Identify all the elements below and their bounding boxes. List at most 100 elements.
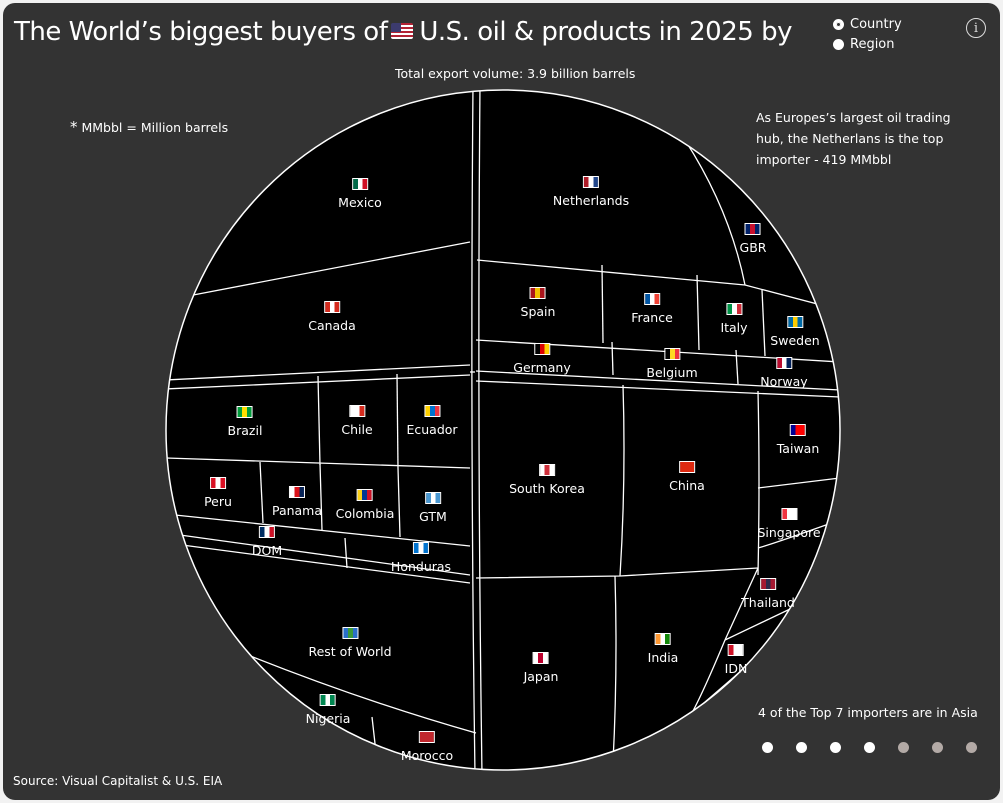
cell-brazil[interactable]: Brazil	[227, 406, 263, 438]
cell-label: GTM	[419, 509, 447, 524]
globe-outline	[165, 89, 841, 771]
flag-icon	[209, 477, 226, 489]
cell-colombia[interactable]: Colombia	[335, 489, 395, 521]
flag-icon	[259, 526, 275, 538]
flag-icon	[412, 542, 429, 554]
info-icon[interactable]: i	[966, 18, 986, 38]
top7-dot-other	[898, 742, 909, 753]
asia-note: 4 of the Top 7 importers are in Asia	[758, 705, 978, 720]
cell-label: Canada	[308, 318, 356, 333]
cell-label: DOM	[251, 543, 283, 558]
flag-icon	[352, 178, 368, 190]
globe-background	[166, 90, 840, 770]
cell-panama[interactable]: Panama	[272, 486, 322, 518]
flag-icon	[643, 293, 660, 305]
top7-dot-other	[932, 742, 943, 753]
cell-label: Italy	[720, 320, 748, 335]
top7-dot-asia	[796, 742, 807, 753]
flag-icon	[323, 301, 340, 313]
cell-label: Belgium	[646, 365, 698, 380]
cell-label: Nigeria	[305, 711, 351, 726]
footnote: * MMbbl = Million barrels	[70, 118, 228, 136]
cell-chile[interactable]: Chile	[341, 405, 373, 437]
flag-icon	[726, 303, 742, 315]
cell-label: GBR	[739, 240, 767, 255]
footnote-star: *	[70, 118, 78, 136]
top7-dot-asia	[864, 742, 875, 753]
cell-honduras[interactable]: Honduras	[391, 542, 451, 574]
radio-label: Region	[850, 37, 895, 52]
cell-label: Netherlands	[552, 193, 630, 208]
flag-icon	[348, 405, 365, 417]
cell-peru[interactable]: Peru	[204, 477, 232, 509]
cell-dom[interactable]: DOM	[252, 526, 282, 558]
source-note: Source: Visual Capitalist & U.S. EIA	[13, 774, 223, 788]
flag-icon	[781, 508, 797, 520]
cell-label: Norway	[760, 374, 808, 389]
radio-country[interactable]: Country	[833, 17, 902, 32]
cell-label: Peru	[204, 494, 232, 509]
cell-label: India	[647, 650, 679, 665]
top7-dots	[762, 742, 977, 753]
cell-india[interactable]: India	[647, 633, 679, 665]
title-text-end: U.S. oil & products in 2025 by	[419, 17, 792, 47]
cell-label: Colombia	[335, 506, 395, 521]
cell-sweden[interactable]: Sweden	[770, 316, 820, 348]
cell-south-korea[interactable]: South Korea	[509, 464, 585, 496]
cell-label: Chile	[341, 422, 373, 437]
cell-idn[interactable]: IDN	[725, 644, 747, 676]
cell-label: South Korea	[509, 481, 585, 496]
cell-borders	[166, 90, 840, 770]
radio-label: Country	[850, 17, 902, 32]
total-volume-subtitle: Total export volume: 3.9 billion barrels	[395, 66, 636, 81]
cell-ecuador[interactable]: Ecuador	[406, 405, 458, 437]
cell-morocco[interactable]: Morocco	[401, 731, 453, 763]
page-title: The World’s biggest buyers of U.S. oil & …	[14, 17, 792, 47]
flag-icon	[582, 176, 599, 188]
radio-selected-icon	[833, 19, 844, 30]
flag-icon	[655, 633, 671, 645]
cell-gbr[interactable]: GBR	[739, 223, 767, 255]
cell-france[interactable]: France	[631, 293, 673, 325]
flag-icon	[744, 223, 761, 235]
cell-thailand[interactable]: Thailand	[741, 578, 795, 610]
title-text: The World’s biggest buyers of	[14, 17, 388, 47]
cell-spain[interactable]: Spain	[521, 287, 555, 319]
cell-netherlands[interactable]: Netherlands	[553, 176, 629, 208]
top7-dot-asia	[830, 742, 841, 753]
cell-label: Ecuador	[406, 422, 458, 437]
cell-belgium[interactable]: Belgium	[646, 348, 698, 380]
flag-icon	[679, 461, 695, 473]
cell-germany[interactable]: Germany	[513, 343, 571, 375]
cell-nigeria[interactable]: Nigeria	[305, 694, 351, 726]
flag-icon	[539, 464, 555, 476]
cell-label: Panama	[271, 503, 323, 518]
flag-icon	[760, 578, 776, 590]
cell-label: Japan	[523, 669, 559, 684]
cell-canada[interactable]: Canada	[308, 301, 356, 333]
flag-icon	[341, 627, 358, 639]
flag-icon	[787, 316, 803, 328]
cell-rest-of-world[interactable]: Rest of World	[308, 627, 392, 659]
cell-japan[interactable]: Japan	[523, 652, 559, 684]
cell-label: Rest of World	[308, 644, 392, 659]
cell-taiwan[interactable]: Taiwan	[777, 424, 819, 456]
top7-dot-other	[966, 742, 977, 753]
cell-label: Germany	[513, 360, 571, 375]
cell-norway[interactable]: Norway	[760, 357, 808, 389]
flag-icon	[530, 287, 546, 299]
cell-gtm[interactable]: GTM	[419, 492, 447, 524]
cell-singapore[interactable]: Singapore	[757, 508, 821, 540]
cell-label: Morocco	[400, 748, 454, 763]
cell-label: Singapore	[757, 525, 821, 540]
cell-italy[interactable]: Italy	[720, 303, 748, 335]
cell-label: Brazil	[227, 423, 263, 438]
flag-icon	[664, 348, 680, 360]
radio-region[interactable]: Region	[833, 37, 895, 52]
cell-mexico[interactable]: Mexico	[338, 178, 382, 210]
flag-icon	[419, 731, 435, 743]
radio-unselected-icon	[833, 39, 844, 50]
netherlands-annotation: As Europes’s largest oil trading hub, th…	[756, 110, 951, 167]
cell-china[interactable]: China	[669, 461, 705, 493]
